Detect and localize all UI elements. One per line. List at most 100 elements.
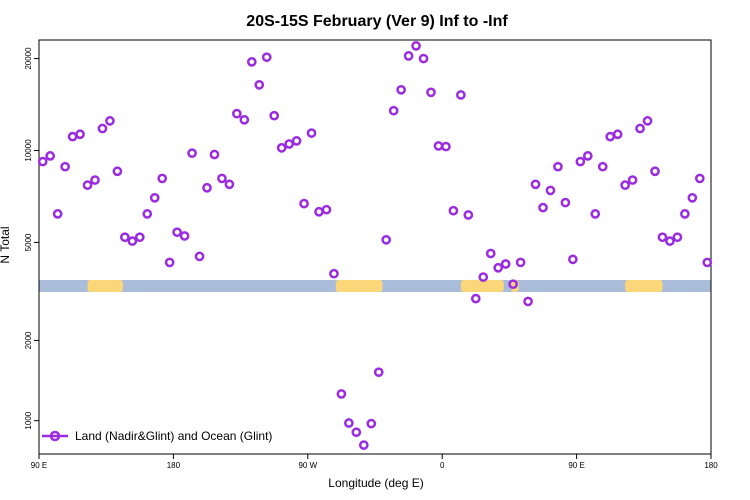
data-point [60,161,70,172]
data-point [254,80,265,90]
legend-marker-icon [49,430,61,442]
data-point [694,173,705,184]
data-point [523,296,533,307]
x-tick-label: 180 [704,461,718,470]
data-point [45,151,56,161]
data-point [37,156,48,167]
data-point [142,209,153,219]
x-tick-label: 180 [167,461,181,470]
data-point [702,257,713,268]
y-tick-label: 2000 [24,331,33,349]
data-point [306,128,317,138]
data-point [568,254,578,265]
x-tick-label: 0 [440,461,445,470]
y-axis: 5000 10000 20000 1000 2000 [24,47,39,430]
x-tick-label: 90 E [568,461,584,470]
data-point [508,279,518,290]
chart-title: 20S-15S February (Ver 9) Inf to -Inf [246,13,508,30]
y-axis-label: N Total [0,226,12,263]
data-point [612,129,623,140]
x-tick-label: 90 W [298,461,317,470]
data-point [411,41,421,51]
data-point [493,262,504,273]
data-point [329,268,339,279]
x-axis: 90 E 180 90 W 0 90 E 180 [31,454,718,470]
data-point [627,175,638,185]
data-point [545,185,556,196]
data-point [172,227,182,238]
data-point [366,418,377,429]
data-point [224,179,235,190]
data-point [530,179,541,190]
data-point [75,129,85,140]
data-point [112,166,123,177]
x-axis-label: Longitude (deg E) [328,476,423,490]
data-point [515,257,526,268]
land-strip-segment [460,280,504,292]
data-point [665,236,675,246]
data-point [448,205,459,216]
data-point [605,131,616,142]
data-point [52,209,63,219]
y-tick-label: 10000 [24,139,33,162]
data-point [90,175,100,185]
data-point [478,272,489,282]
data-point [560,197,571,208]
data-point [321,204,332,215]
x-tick-label: 90 E [31,461,47,470]
y-tick-label: 1000 [24,411,33,429]
data-point [97,123,108,134]
data-point [485,248,496,259]
data-point [381,234,392,245]
data-point [358,440,369,450]
data-point [299,198,309,209]
data-point [269,110,280,121]
data-point [105,116,115,126]
y-tick-label: 5000 [24,233,33,251]
data-point [590,209,601,219]
data-point [217,173,227,184]
data-point [164,257,175,268]
data-point [179,231,190,241]
data-point [276,143,287,153]
data-point [239,114,250,125]
data-point [232,108,242,119]
data-point [149,192,160,203]
data-point [157,173,168,184]
land-strip-segment [625,280,663,292]
data-point [187,148,197,159]
data-point [67,131,78,142]
data-point [261,52,272,63]
data-point [657,232,668,243]
data-point [373,367,384,378]
data-point [194,251,205,262]
y-tick-label: 20000 [24,47,33,70]
data-points [37,41,713,450]
data-point [635,123,645,134]
data-point [396,84,406,95]
data-point [433,141,444,151]
legend-label: Land (Nadir&Glint) and Ocean (Glint) [75,429,272,443]
data-point [336,389,347,399]
data-point [463,210,474,220]
data-point [553,161,563,172]
data-point [120,232,130,243]
data-point [456,90,466,100]
data-point [284,139,294,149]
data-point [441,141,451,152]
data-point [291,136,302,146]
data-point [582,151,593,161]
data-point [388,105,399,116]
plot-frame [38,39,712,455]
data-point [500,259,511,269]
data-point [246,57,257,67]
data-point [620,180,630,191]
data-point [314,206,324,217]
data-point [202,182,212,193]
data-point [426,87,436,98]
data-point [642,116,653,126]
surface-type-strip [39,280,711,292]
data-point [127,236,138,246]
data-point [470,293,481,304]
